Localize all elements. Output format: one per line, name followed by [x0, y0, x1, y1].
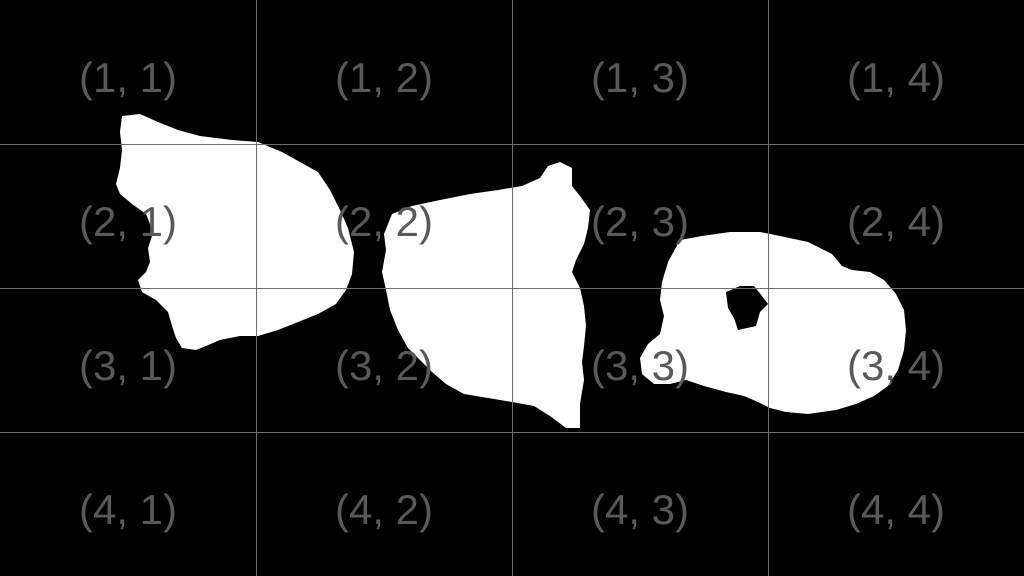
cell-label: (3, 2): [335, 342, 433, 389]
mask-blob-middle: [382, 162, 590, 428]
mask-blob-right: [640, 232, 906, 414]
cell-label: (4, 4): [847, 486, 945, 533]
cell-labels: (1, 1) (1, 2) (1, 3) (1, 4) (2, 1) (2, 2…: [79, 54, 945, 533]
cell-label: (2, 3): [591, 198, 689, 245]
cell-label: (4, 3): [591, 486, 689, 533]
cell-label: (1, 1): [79, 54, 177, 101]
cell-label: (3, 1): [79, 342, 177, 389]
cell-label: (1, 3): [591, 54, 689, 101]
cell-label: (2, 1): [79, 198, 177, 245]
cell-label: (2, 2): [335, 198, 433, 245]
cell-label: (4, 2): [335, 486, 433, 533]
mask-blob-left: [116, 114, 354, 350]
cell-label: (4, 1): [79, 486, 177, 533]
cell-label: (1, 2): [335, 54, 433, 101]
cell-label: (2, 4): [847, 198, 945, 245]
cell-label: (1, 4): [847, 54, 945, 101]
cell-label: (3, 4): [847, 342, 945, 389]
cell-label: (3, 3): [591, 342, 689, 389]
